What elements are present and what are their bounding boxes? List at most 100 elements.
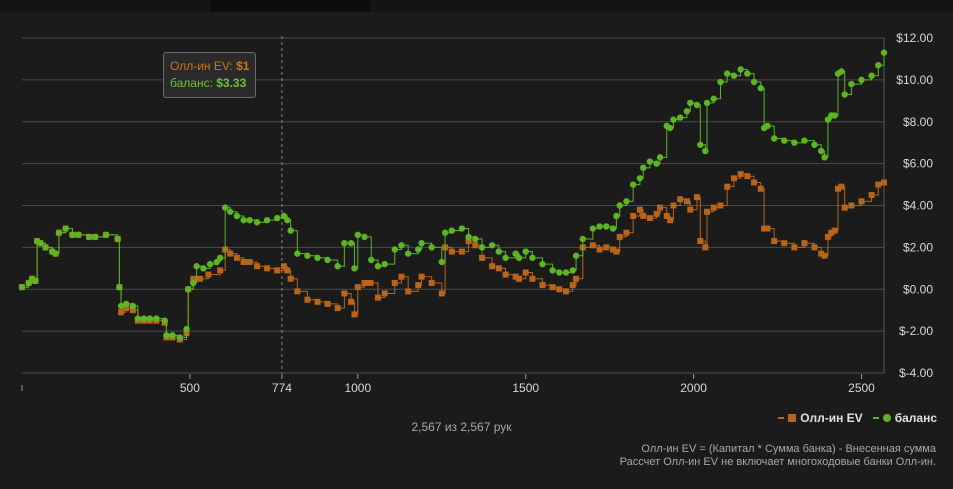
allin-ev-point — [129, 307, 136, 314]
hands-count: 2,567 из 2,567 рук — [0, 420, 953, 434]
balance-point — [122, 300, 130, 308]
allin-ev-point — [764, 225, 771, 232]
balance-point — [368, 256, 375, 264]
tooltip-ev-value: $1 — [236, 59, 250, 73]
balance-point — [200, 265, 207, 272]
top-tab[interactable] — [210, 0, 370, 12]
balance-point — [428, 244, 435, 251]
legend-balance-line-icon — [872, 417, 879, 419]
balance-point — [646, 158, 654, 165]
allin-ev-point — [367, 279, 374, 286]
balance-point — [361, 233, 368, 241]
balance-point — [502, 254, 509, 262]
balance-point — [448, 227, 456, 234]
allin-ev-point — [217, 267, 224, 274]
allin-ev-point — [824, 233, 831, 240]
allin-ev-point — [828, 229, 835, 236]
balance-point — [562, 269, 570, 276]
legend-balance-label: баланс — [894, 411, 937, 425]
tooltip-ev-row: Олл-ин EV: $1 — [170, 58, 249, 75]
allin-ev-point — [646, 215, 653, 222]
allin-ev-point — [123, 305, 130, 312]
allin-ev-point — [381, 290, 388, 297]
allin-ev-point — [875, 181, 882, 188]
allin-ev-point — [398, 273, 405, 280]
balance-point — [710, 95, 717, 102]
allin-ev-point — [603, 244, 610, 251]
allin-ev-point — [489, 263, 496, 270]
chart-legend: Олл-ин EV баланс — [778, 411, 937, 425]
balance-point — [381, 260, 388, 268]
balance-point — [206, 260, 214, 268]
allin-ev-point — [757, 185, 764, 192]
balance-point — [791, 139, 798, 146]
balance-point — [656, 154, 664, 161]
balance-point — [441, 229, 449, 236]
allin-ev-point — [324, 300, 331, 307]
balance-point — [55, 229, 63, 236]
allin-ev-point — [341, 290, 348, 297]
allin-ev-point — [495, 265, 502, 272]
balance-point — [858, 76, 865, 84]
balance-point — [472, 235, 479, 243]
balance-point — [697, 141, 704, 148]
allin-ev-point — [502, 271, 509, 278]
balance-point — [702, 147, 709, 155]
balance-point — [91, 233, 99, 241]
allin-ev-point — [448, 248, 455, 255]
tooltip-balance-row: баланс: $3.33 — [170, 75, 249, 92]
balance-point — [529, 254, 536, 262]
allin-ev-point — [246, 259, 253, 266]
allin-ev-point — [697, 238, 704, 245]
allin-ev-point — [616, 233, 623, 240]
allin-ev-point — [569, 282, 576, 289]
balance-point — [274, 214, 281, 222]
balance-point — [169, 332, 176, 339]
allin-ev-point — [415, 282, 422, 289]
allin-ev-point — [118, 309, 125, 316]
balance-point — [676, 114, 684, 121]
balance-point — [636, 175, 644, 182]
allin-ev-point — [573, 275, 580, 282]
chart-area[interactable]: $12.00 $10.00 $8.00 $6.00 $4.00 $2.00 $0.00 $-2… — [0, 12, 953, 489]
allin-ev-point — [196, 275, 203, 282]
allin-ev-point — [334, 305, 341, 312]
balance-point — [233, 212, 241, 220]
legend-item-ev[interactable]: Олл-ин EV — [778, 411, 863, 425]
legend-item-balance[interactable]: баланс — [872, 411, 937, 425]
balance-point — [37, 239, 44, 247]
allin-ev-point — [630, 212, 637, 219]
balance-point — [398, 242, 405, 249]
allin-ev-point — [205, 271, 212, 278]
balance-point — [596, 223, 603, 230]
balance-point — [666, 124, 674, 132]
allin-ev-point — [781, 240, 788, 247]
balance-point — [415, 246, 422, 253]
allin-ev-point — [549, 284, 556, 291]
allin-ev-point — [515, 275, 522, 282]
balance-point — [52, 250, 59, 257]
balance-point — [609, 225, 617, 232]
allin-ev-point — [190, 275, 197, 282]
line-chart[interactable]: $12.00 $10.00 $8.00 $6.00 $4.00 $2.00 $0.00 $-2… — [0, 12, 953, 412]
balance-point — [140, 315, 148, 322]
balance-point — [693, 101, 701, 109]
balance-point — [418, 239, 425, 247]
allin-ev-point — [811, 244, 818, 251]
balance-point — [629, 181, 637, 188]
allin-ev-point — [744, 173, 751, 180]
allin-ev-point — [512, 273, 519, 280]
y-tick-label: $6.00 — [903, 157, 933, 171]
allin-ev-point — [227, 250, 234, 257]
allin-ev-point — [314, 298, 321, 305]
allin-ev-point — [640, 212, 647, 219]
balance-point — [75, 231, 82, 239]
balance-point — [730, 72, 738, 79]
balance-point — [640, 164, 647, 172]
x-tick-label: 500 — [180, 381, 200, 395]
allin-ev-point — [254, 263, 261, 270]
allin-ev-point — [687, 206, 694, 213]
balance-point — [153, 315, 160, 322]
balance-point — [539, 260, 546, 268]
y-tick-label: $10.00 — [896, 73, 933, 87]
